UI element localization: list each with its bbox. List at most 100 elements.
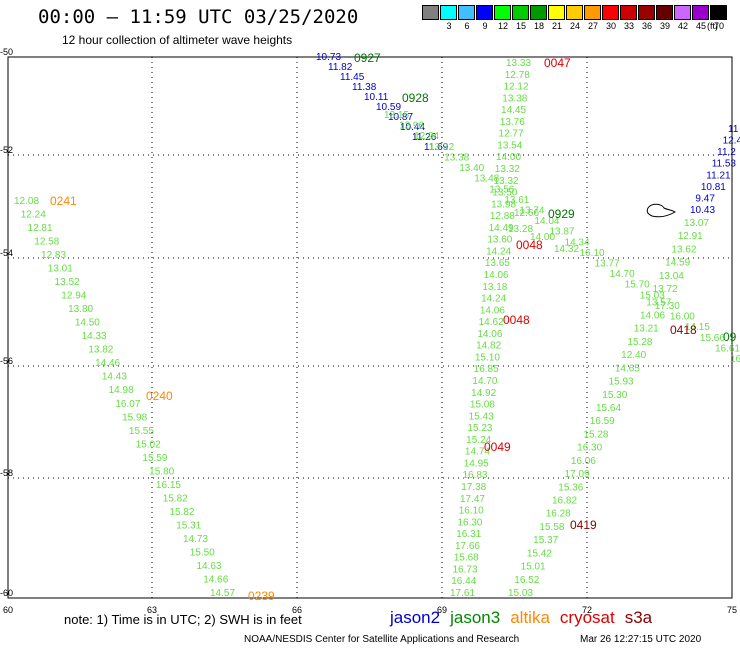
swh-label: 15.66 — [700, 333, 725, 344]
swh-label: 12.96 — [399, 121, 424, 132]
swh-label: 15.43 — [469, 411, 494, 422]
swh-label: 15.28 — [583, 429, 608, 440]
color-swatch-label: 42 — [677, 21, 688, 31]
color-swatch — [512, 5, 529, 20]
swh-label: 14.32 — [554, 244, 579, 255]
swh-label-blue: 9.47 — [695, 193, 715, 204]
swh-label: 13.01 — [48, 264, 73, 275]
swh-label: 14.24 — [481, 294, 506, 305]
swh-label: 12.81 — [28, 223, 53, 234]
swh-label: 16.85 — [474, 364, 499, 375]
color-swatch — [458, 5, 475, 20]
swh-label: 14.59 — [665, 258, 690, 269]
color-swatch-label: 12 — [497, 21, 508, 31]
swh-label: 15.42 — [527, 548, 552, 559]
swh-label: 13.76 — [500, 117, 525, 128]
swh-label: 15.30 — [602, 390, 627, 401]
satellite-legend-item: jason3 — [450, 608, 501, 627]
satellite-legend-item: jason2 — [390, 608, 441, 627]
swh-label: 14.45 — [501, 105, 526, 116]
lat-tick-label: -60 — [0, 588, 13, 598]
swh-label: 12.12 — [504, 82, 529, 93]
swh-label: 13.98 — [491, 199, 516, 210]
swh-label: 16.10 — [459, 506, 484, 517]
swh-label: 13.54 — [497, 140, 522, 151]
swh-label-blue: 10.73 — [316, 52, 341, 63]
swh-label: 16.82 — [552, 496, 577, 507]
swh-label: 15.36 — [558, 482, 583, 493]
swh-label: 13.32 — [494, 176, 519, 187]
lat-tick-label: -58 — [0, 468, 13, 478]
swh-label: 13.32 — [429, 142, 454, 153]
swh-label: 13.56 — [489, 184, 514, 195]
swh-label: 15.31 — [176, 520, 201, 531]
color-swatch-label: 33 — [623, 21, 634, 31]
swh-label: 14.00 — [496, 152, 521, 163]
swh-label: 15.24 — [466, 435, 491, 446]
color-swatch-label: 6 — [464, 21, 470, 31]
color-swatch-label: 36 — [641, 21, 652, 31]
swh-label-blue: 10.81 — [701, 182, 726, 193]
swh-label: 17.61 — [450, 588, 475, 599]
swh-label-blue: 10.43 — [690, 205, 715, 216]
color-swatch — [638, 5, 655, 20]
color-scale-bar — [422, 5, 728, 20]
swh-label: 14.73 — [183, 534, 208, 545]
track-time-label: 0240 — [146, 389, 173, 403]
track-time-label: 0929 — [548, 207, 575, 221]
swh-label: 12.94 — [414, 131, 439, 142]
color-swatch — [530, 5, 547, 20]
footer-note: note: 1) Time is in UTC; 2) SWH is in fe… — [64, 612, 302, 627]
swh-label: 12.77 — [499, 129, 524, 140]
swh-label: 12.66 — [514, 208, 539, 219]
swh-label: 13.07 — [684, 218, 709, 229]
swh-label: 15.82 — [169, 507, 194, 518]
swh-label: 16.30 — [577, 443, 602, 454]
track-time-label: 0927 — [354, 51, 381, 65]
swh-label: 13.04 — [659, 271, 684, 282]
swh-label: 16.59 — [590, 416, 615, 427]
swh-label: 13.61 — [504, 195, 529, 206]
swh-label-blue: 11.69 — [424, 142, 449, 153]
swh-label: 14.74 — [465, 447, 490, 458]
color-swatch-label: 70 — [713, 21, 724, 31]
color-scale-unit: (ft) — [707, 21, 718, 31]
swh-label: 15.28 — [627, 337, 652, 348]
track-time-label: 0418 — [670, 323, 697, 337]
swh-label: 15.50 — [190, 547, 215, 558]
swh-label: 14.06 — [640, 311, 665, 322]
track-time-label: 09 — [723, 330, 737, 344]
swh-label: 16.28 — [546, 509, 571, 520]
swh-label-blue: 10.59 — [376, 102, 401, 113]
color-swatch-label: 9 — [482, 21, 488, 31]
track-time-label: 0419 — [570, 518, 597, 532]
swh-label-blue: 11.2 — [717, 147, 736, 158]
swh-label: 16.61 — [715, 343, 740, 354]
swh-label: 16.30 — [457, 517, 482, 528]
swh-label: 14.50 — [75, 318, 100, 329]
lon-tick-label: 63 — [147, 605, 157, 615]
swh-label: 15.93 — [609, 377, 634, 388]
swh-label: 15.03 — [640, 290, 665, 301]
satellite-legend-item: altika — [510, 608, 550, 627]
map-frame — [7, 56, 733, 599]
swh-label: 14.24 — [486, 246, 511, 257]
swh-label: 14.46 — [95, 358, 120, 369]
swh-label: 14.00 — [530, 232, 555, 243]
swh-label: 12.88 — [490, 211, 515, 222]
satellite-legend-item: s3a — [624, 608, 653, 627]
swh-label: 13.15 — [384, 110, 409, 121]
satellite-legend: jason2 jason3 altika cryosat s3a — [390, 608, 662, 628]
color-swatch-label: 15 — [515, 21, 526, 31]
color-swatch — [656, 5, 673, 20]
swh-label: 15.03 — [508, 588, 533, 599]
swh-label: 17.47 — [460, 494, 485, 505]
swh-label: 15.59 — [142, 453, 167, 464]
color-swatch — [620, 5, 637, 20]
swh-label: 13.32 — [495, 164, 520, 175]
swh-label: 14.04 — [534, 216, 559, 227]
color-swatch — [710, 5, 727, 20]
swh-label: 13.40 — [459, 163, 484, 174]
swh-label: 14.06 — [477, 329, 502, 340]
